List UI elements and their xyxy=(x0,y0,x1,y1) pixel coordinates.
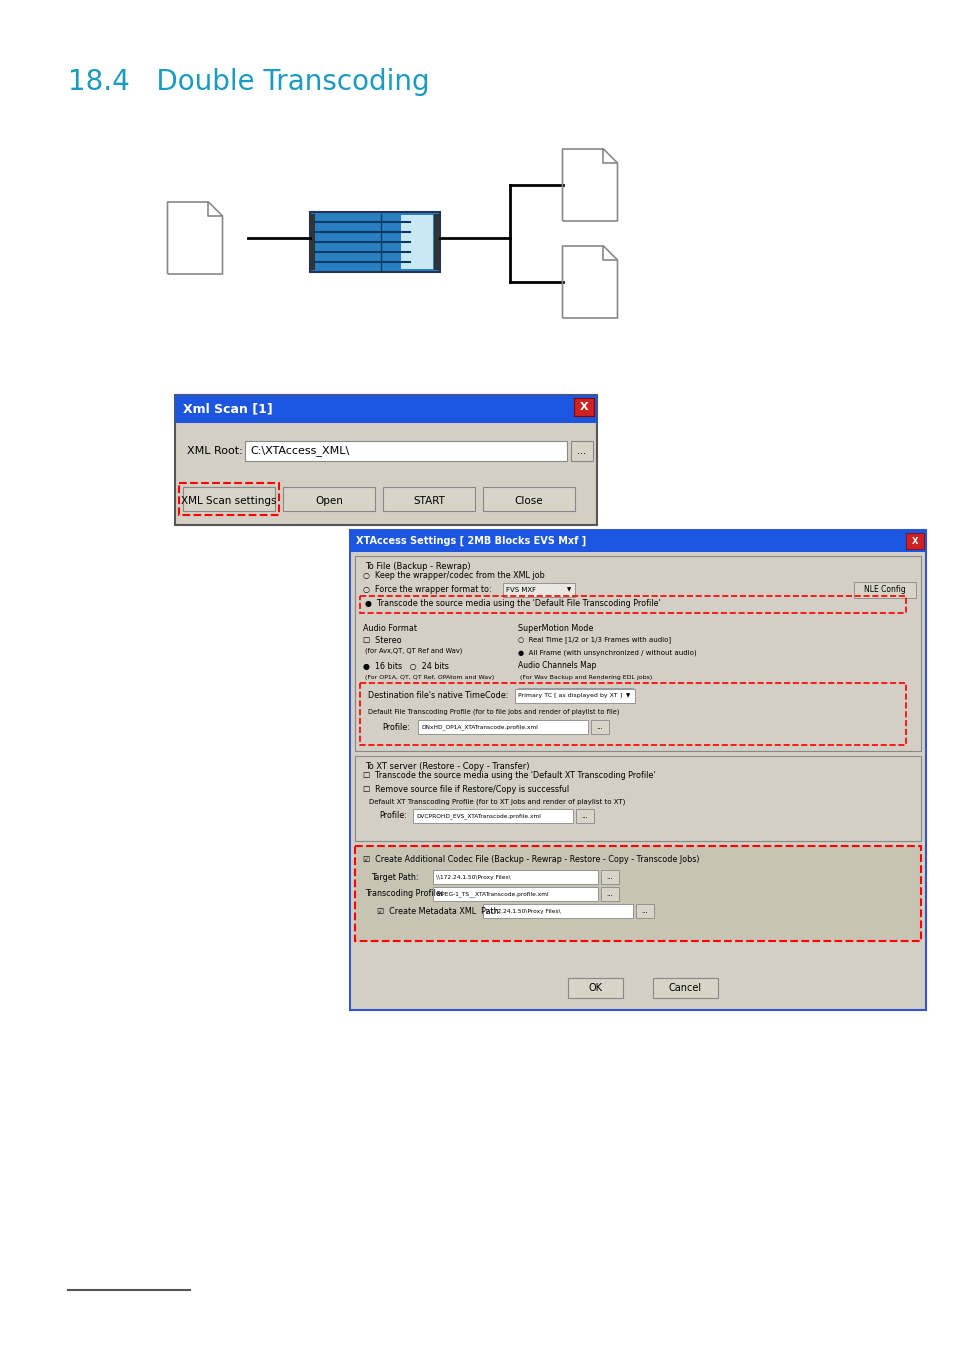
FancyBboxPatch shape xyxy=(417,720,587,734)
Text: Profile:: Profile: xyxy=(381,723,410,731)
FancyBboxPatch shape xyxy=(571,441,593,461)
Text: Primary TC [ as displayed by XT ]: Primary TC [ as displayed by XT ] xyxy=(517,693,621,699)
FancyBboxPatch shape xyxy=(515,689,635,703)
Text: NLE Config: NLE Config xyxy=(863,585,905,595)
FancyBboxPatch shape xyxy=(574,398,594,415)
FancyBboxPatch shape xyxy=(434,214,438,270)
Text: X: X xyxy=(911,537,918,545)
Text: To XT server (Restore - Copy - Transfer): To XT server (Restore - Copy - Transfer) xyxy=(365,762,529,772)
FancyBboxPatch shape xyxy=(413,809,573,823)
Text: C:\XTAccess_XML\: C:\XTAccess_XML\ xyxy=(250,445,349,456)
Text: MPEG-1_TS__XTATranscode.profile.xml: MPEG-1_TS__XTATranscode.profile.xml xyxy=(436,892,548,897)
Text: \\172.24.1.50\Proxy Files\: \\172.24.1.50\Proxy Files\ xyxy=(485,908,562,913)
FancyBboxPatch shape xyxy=(502,583,575,598)
Text: ☑  Create Metadata XML  Path:: ☑ Create Metadata XML Path: xyxy=(376,907,500,916)
Text: Close: Close xyxy=(515,496,543,506)
FancyBboxPatch shape xyxy=(183,487,274,511)
FancyBboxPatch shape xyxy=(590,720,608,734)
Text: Xml Scan [1]: Xml Scan [1] xyxy=(183,402,273,415)
Text: OK: OK xyxy=(588,983,602,993)
Text: Default File Transcoding Profile (for to file jobs and render of playlist to fil: Default File Transcoding Profile (for to… xyxy=(368,708,618,715)
FancyBboxPatch shape xyxy=(482,487,575,511)
Text: Audio Format: Audio Format xyxy=(363,625,416,633)
FancyBboxPatch shape xyxy=(433,888,598,901)
Text: XML Root:: XML Root: xyxy=(187,447,242,456)
Text: ☐  Transcode the source media using the 'Default XT Transcoding Profile': ☐ Transcode the source media using the '… xyxy=(363,772,655,781)
FancyBboxPatch shape xyxy=(600,888,618,901)
Text: XML Scan settings: XML Scan settings xyxy=(181,496,276,506)
Text: ○  Real Time [1/2 or 1/3 Frames with audio]: ○ Real Time [1/2 or 1/3 Frames with audi… xyxy=(517,637,670,643)
FancyBboxPatch shape xyxy=(636,904,654,919)
Text: \\172.24.1.50\Proxy Files\: \\172.24.1.50\Proxy Files\ xyxy=(436,874,512,880)
FancyBboxPatch shape xyxy=(517,688,633,701)
Text: ●  16 bits   ○  24 bits: ● 16 bits ○ 24 bits xyxy=(363,661,449,670)
Text: 18.4   Double Transcoding: 18.4 Double Transcoding xyxy=(68,67,429,96)
Text: (for Avx,QT, QT Ref and Wav): (for Avx,QT, QT Ref and Wav) xyxy=(365,648,462,654)
FancyBboxPatch shape xyxy=(310,212,439,272)
Text: Destination file's native TimeCode:: Destination file's native TimeCode: xyxy=(368,692,508,700)
FancyBboxPatch shape xyxy=(482,904,633,919)
Text: ...: ... xyxy=(641,908,648,915)
Text: (For Wav Backup and Rendering EDL jobs): (For Wav Backup and Rendering EDL jobs) xyxy=(519,674,652,680)
FancyBboxPatch shape xyxy=(283,487,375,511)
Text: ☐  Remove source file if Restore/Copy is successful: ☐ Remove source file if Restore/Copy is … xyxy=(363,785,569,793)
Text: Transcoding Profile:: Transcoding Profile: xyxy=(365,889,443,898)
Text: ○  Force the wrapper format to:: ○ Force the wrapper format to: xyxy=(363,585,491,595)
FancyBboxPatch shape xyxy=(350,530,925,552)
Text: ...: ... xyxy=(606,874,613,880)
FancyBboxPatch shape xyxy=(245,441,566,461)
Text: DVCPROHD_EVS_XTATranscode.profile.xml: DVCPROHD_EVS_XTATranscode.profile.xml xyxy=(416,813,540,819)
FancyBboxPatch shape xyxy=(310,214,314,270)
Text: ...: ... xyxy=(606,890,613,897)
Text: Audio Channels Map: Audio Channels Map xyxy=(517,661,596,670)
Text: ☐  Stereo: ☐ Stereo xyxy=(363,635,401,645)
Text: ...: ... xyxy=(581,813,588,819)
Text: Target Path:: Target Path: xyxy=(371,873,418,881)
Text: ...: ... xyxy=(577,447,586,456)
FancyBboxPatch shape xyxy=(652,978,718,998)
Text: DNxHD_OP1A_XTATranscode.profile.xml: DNxHD_OP1A_XTATranscode.profile.xml xyxy=(420,724,537,730)
Text: Open: Open xyxy=(314,496,342,506)
FancyBboxPatch shape xyxy=(174,395,597,424)
FancyBboxPatch shape xyxy=(433,870,598,884)
FancyBboxPatch shape xyxy=(600,870,618,884)
FancyBboxPatch shape xyxy=(355,846,920,942)
Text: XTAccess Settings [ 2MB Blocks EVS Mxf ]: XTAccess Settings [ 2MB Blocks EVS Mxf ] xyxy=(355,536,586,546)
FancyBboxPatch shape xyxy=(905,533,923,549)
FancyBboxPatch shape xyxy=(350,530,925,1010)
Text: ○  Keep the wrapper/codec from the XML job: ○ Keep the wrapper/codec from the XML jo… xyxy=(363,572,544,580)
Text: Cancel: Cancel xyxy=(668,983,701,993)
Text: ▼: ▼ xyxy=(566,588,571,592)
Text: Profile:: Profile: xyxy=(378,812,406,820)
FancyBboxPatch shape xyxy=(853,581,915,598)
FancyBboxPatch shape xyxy=(400,214,433,268)
Text: SuperMotion Mode: SuperMotion Mode xyxy=(517,625,593,633)
Text: ☑  Create Additional Codec File (Backup - Rewrap - Restore - Copy - Transcode Jo: ☑ Create Additional Codec File (Backup -… xyxy=(363,855,699,865)
Text: ●  All Frame (with unsynchronized / without audio): ● All Frame (with unsynchronized / witho… xyxy=(517,650,696,656)
Text: ▼: ▼ xyxy=(625,693,630,699)
Text: FVS MXF: FVS MXF xyxy=(505,587,536,594)
FancyBboxPatch shape xyxy=(382,487,475,511)
Text: ...: ... xyxy=(596,724,602,730)
FancyBboxPatch shape xyxy=(567,978,622,998)
Text: To File (Backup - Rewrap): To File (Backup - Rewrap) xyxy=(365,563,470,571)
Text: ●  Transcode the source media using the 'Default File Transcoding Profile': ● Transcode the source media using the '… xyxy=(365,599,659,608)
Text: START: START xyxy=(413,496,444,506)
Text: (For OP1A, QT, QT Ref, OPAtom and Wav): (For OP1A, QT, QT Ref, OPAtom and Wav) xyxy=(365,674,494,680)
FancyBboxPatch shape xyxy=(576,809,594,823)
Text: X: X xyxy=(579,402,588,411)
FancyBboxPatch shape xyxy=(174,395,597,525)
Text: Default XT Transcoding Profile (for to XT jobs and render of playlist to XT): Default XT Transcoding Profile (for to X… xyxy=(369,799,625,805)
